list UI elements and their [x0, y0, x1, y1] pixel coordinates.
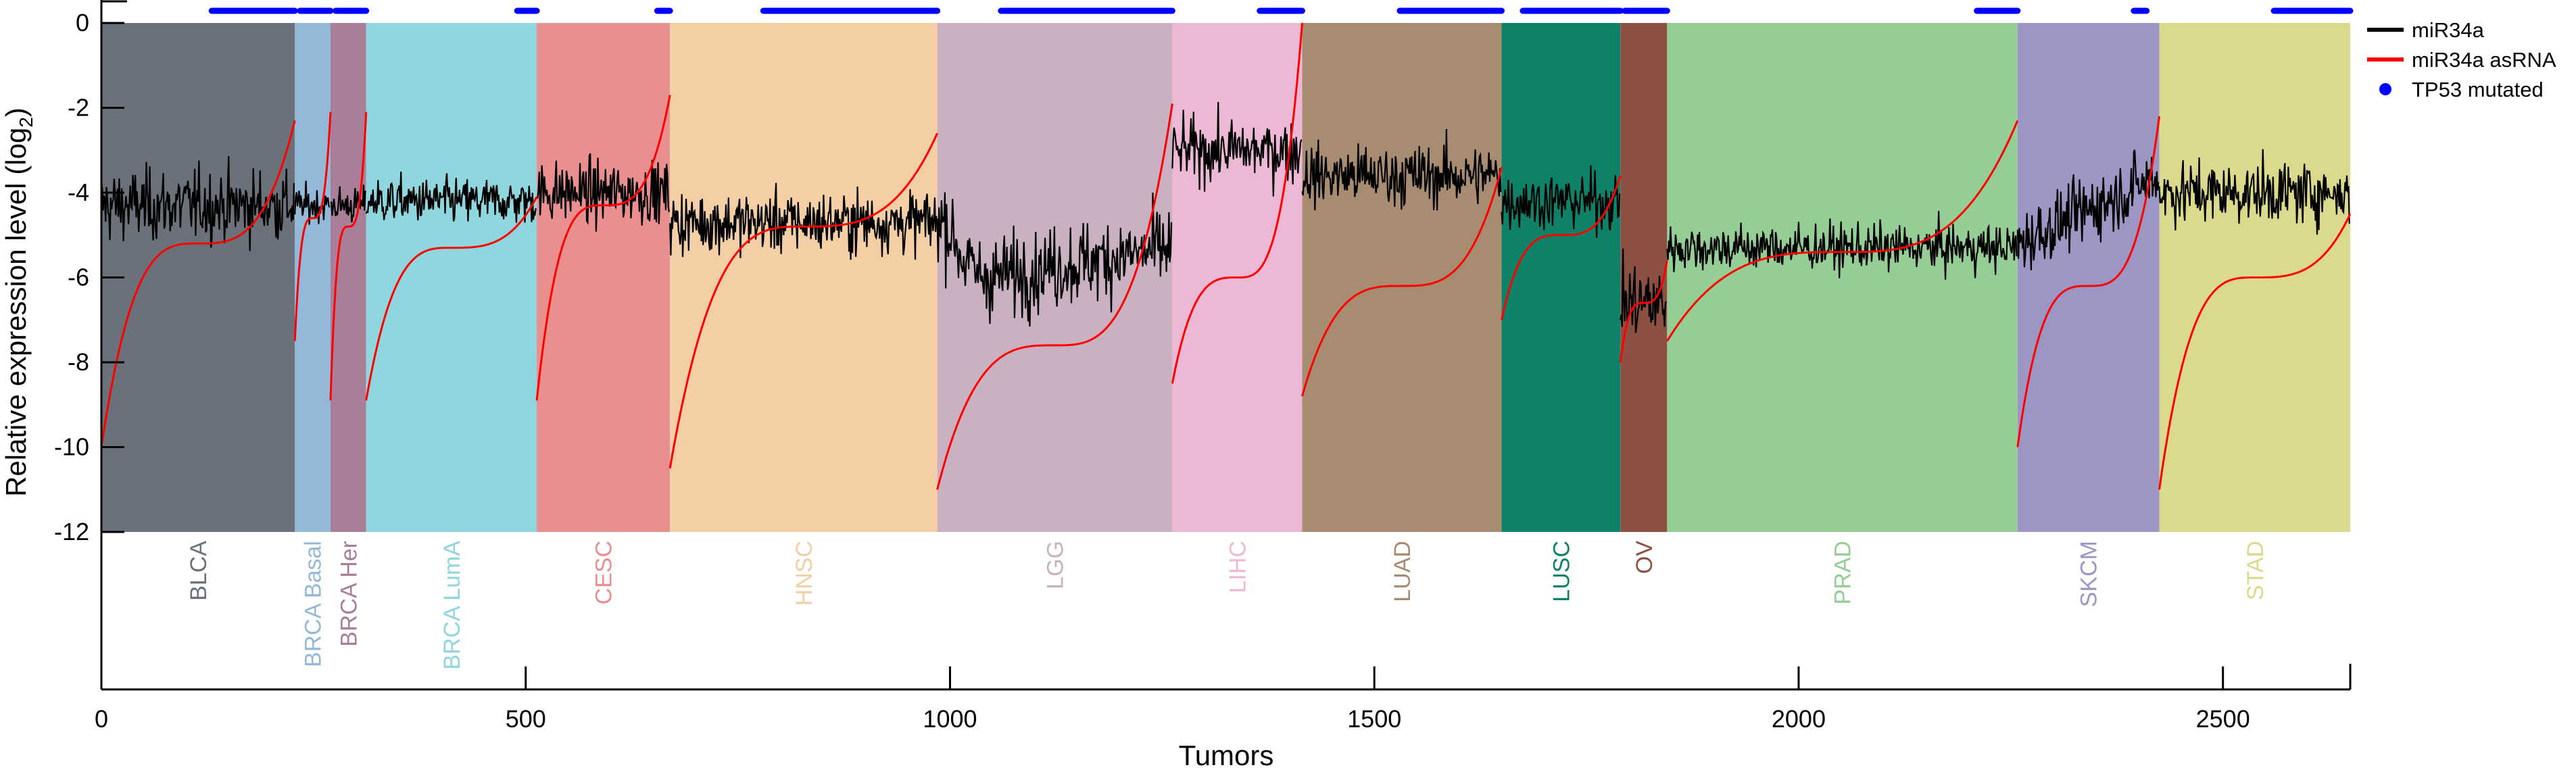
cancer-label-5: HNSC: [792, 541, 817, 606]
y-axis-title: Relative expression level (log2): [0, 107, 37, 497]
y-tick-label-6: -12: [54, 518, 89, 545]
y-axis-title-close: ): [0, 107, 32, 117]
y-tick-label-4: -8: [68, 348, 89, 376]
band-12: [2017, 23, 2160, 532]
band-4: [537, 23, 671, 532]
x-tick-label-0: 0: [95, 705, 108, 733]
cancer-label-8: LUAD: [1390, 541, 1415, 602]
mir34a-asrna-line-9: [1501, 175, 1622, 320]
x-axis-title: Tumors: [1179, 739, 1274, 771]
mir34a-asrna-line-10: [1619, 260, 1668, 363]
legend-label-2: TP53 mutated: [2412, 78, 2544, 101]
y-tick-label-2: -4: [68, 178, 89, 206]
y-tick-label-0: 0: [76, 9, 89, 36]
mir34a-asrna-line-11: [1666, 120, 2019, 342]
mir34a-line-9: [1501, 165, 1621, 238]
mir34a-line-12: [2016, 149, 2160, 270]
mir34a-line-5: [669, 182, 938, 260]
band-1: [295, 23, 331, 532]
cancer-label-1: BRCA Basal: [301, 541, 326, 667]
x-tick-label-4: 2000: [1772, 705, 1826, 733]
mir34a-line-11: [1666, 210, 2018, 280]
cancer-label-12: SKCM: [2076, 541, 2102, 607]
cancer-label-7: LIHC: [1225, 541, 1250, 593]
cancer-type-labels: BLCA BRCA Basal BRCA Her BRCA LumA CESC HNSC L…: [186, 541, 2268, 670]
mir34a-asrna-line-13: [2158, 213, 2352, 490]
x-tick-label-1: 500: [506, 705, 546, 733]
mir34a-line-10: [1620, 248, 1668, 333]
cancer-label-6: LGG: [1043, 541, 1069, 589]
x-tick-label-3: 1500: [1347, 705, 1401, 733]
mir34a-line-8: [1301, 128, 1502, 211]
band-9: [1501, 23, 1621, 532]
band-5: [670, 23, 938, 532]
x-tick-label-5: 2500: [2196, 705, 2250, 733]
mir34a-asrna-line-6: [936, 103, 1173, 490]
mir34a-asrna-line-3: [365, 196, 538, 401]
mir34a-line-6: [936, 192, 1173, 327]
x-tick-label-2: 1000: [923, 705, 977, 733]
mir34a-line-3: [365, 171, 537, 223]
mir34a-line-0: [100, 155, 295, 251]
legend-label-1: miR34a asRNA: [2412, 48, 2556, 72]
cancer-label-10: OV: [1632, 541, 1657, 574]
y-axis-title-subscript: 2: [16, 117, 37, 128]
band-8: [1302, 23, 1502, 532]
y-tick-label-3: -6: [68, 264, 89, 291]
cancer-label-13: STAD: [2243, 541, 2268, 600]
band-0: [101, 23, 295, 532]
cancer-label-4: CESC: [591, 541, 617, 604]
mir34a-line-1: [294, 180, 331, 225]
mir34a-asrna-line-4: [535, 95, 671, 401]
y-tick-label-1: -2: [68, 94, 89, 122]
cancer-label-3: BRCA LumA: [439, 541, 465, 670]
y-tick-label-5: -10: [54, 433, 89, 461]
mir34a-line-4: [536, 153, 670, 232]
mir34a-asrna-line-7: [1171, 22, 1303, 384]
mir34a-asrna-line-8: [1301, 166, 1503, 397]
mir34a-asrna-line-2: [329, 112, 368, 401]
cancer-label-2: BRCA Her: [336, 541, 362, 647]
axes: 0 -2 -4 -6 -8 -10 -12 0 500 1000 1500 2000 2500: [54, 0, 2352, 733]
band-3: [366, 23, 537, 532]
legend-swatch-2: [2379, 83, 2391, 95]
legend: miR34a miR34a asRNA TP53 mutated: [2367, 18, 2556, 101]
mir34a-asrna-line-12: [2016, 116, 2160, 447]
mir34a-asrna-line-1: [293, 112, 332, 341]
cancer-type-bands: [101, 23, 2350, 532]
legend-label-0: miR34a: [2412, 18, 2485, 42]
cancer-label-0: BLCA: [186, 541, 212, 601]
cancer-label-11: PRAD: [1830, 541, 1856, 604]
cancer-label-9: LUSC: [1549, 541, 1574, 602]
mir34a-asrna-line-0: [100, 120, 296, 447]
band-11: [1667, 23, 2018, 532]
mir34a-asrna-line-5: [669, 132, 938, 469]
mir34a-line-7: [1171, 101, 1303, 197]
mir34a-line-13: [2158, 149, 2350, 235]
y-axis-title-main: Relative expression level (log: [0, 128, 32, 497]
series-mir34a-asrna: [100, 22, 2352, 490]
